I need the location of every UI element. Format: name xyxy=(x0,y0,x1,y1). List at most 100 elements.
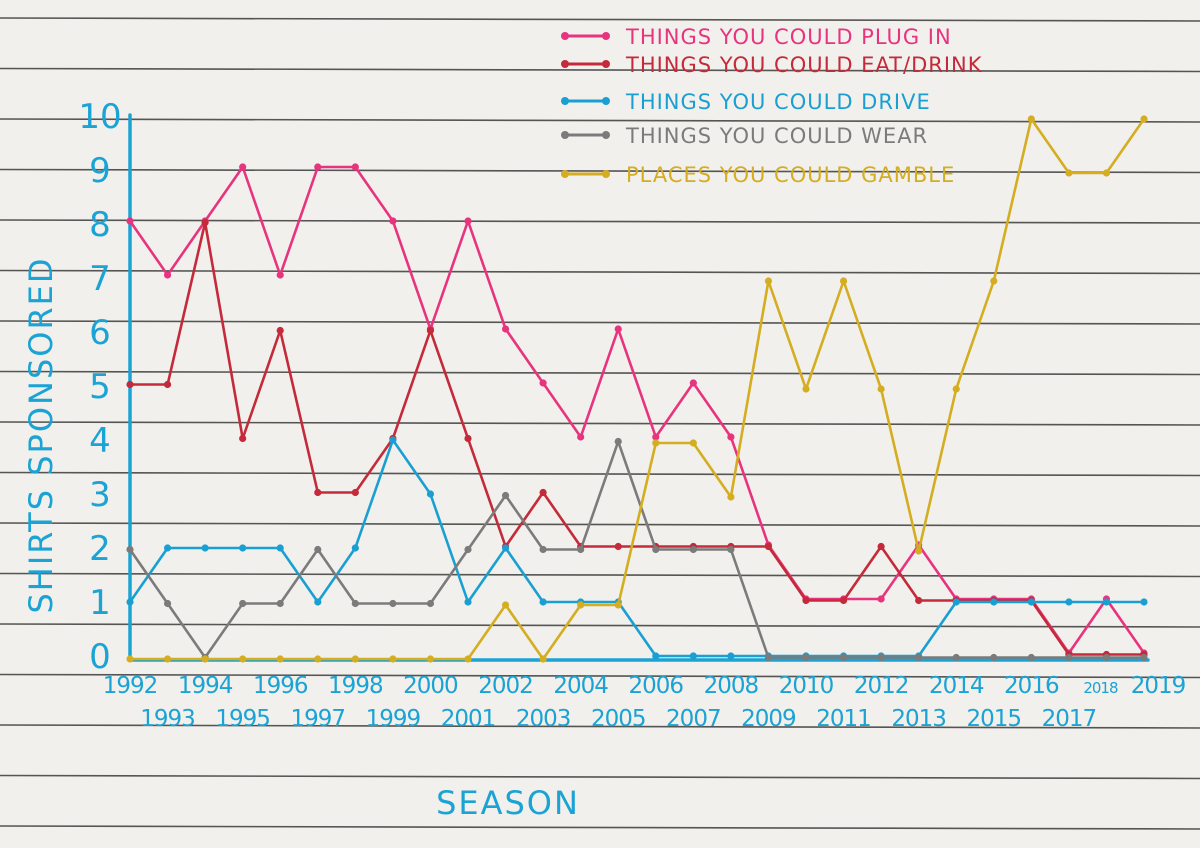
data-point xyxy=(351,488,359,497)
data-point xyxy=(652,439,660,447)
series-things-you-could-wear xyxy=(126,437,1148,662)
data-point xyxy=(1065,598,1073,606)
data-point xyxy=(689,379,697,387)
data-point xyxy=(426,490,435,498)
x-tick-label: 2018 xyxy=(1083,679,1118,697)
data-point xyxy=(464,598,472,606)
data-point xyxy=(727,545,735,554)
x-tick-label: 1996 xyxy=(253,673,308,699)
x-tick-label: 2019 xyxy=(1131,673,1186,699)
data-point xyxy=(990,277,998,285)
data-point xyxy=(952,653,960,662)
data-point xyxy=(163,380,172,389)
data-point xyxy=(163,655,172,663)
legend-label: THINGS YOU COULD PLUG IN xyxy=(625,25,952,49)
ruled-line xyxy=(0,623,1200,628)
ruled-line xyxy=(0,168,1200,174)
x-tick-label: 2004 xyxy=(553,673,608,699)
data-point xyxy=(802,385,810,393)
data-point xyxy=(764,542,773,551)
chart-series xyxy=(126,115,1148,663)
data-point xyxy=(389,217,397,225)
legend-item: PLACES YOU COULD GAMBLE xyxy=(561,163,955,187)
data-point xyxy=(1065,653,1073,662)
y-tick-label: 2 xyxy=(89,529,111,569)
legend-item: THINGS YOU COULD EAT/DRINK xyxy=(561,53,982,77)
data-point xyxy=(727,493,735,501)
x-tick-label: 2017 xyxy=(1042,706,1097,732)
data-point xyxy=(1027,115,1035,123)
data-point xyxy=(351,163,359,171)
data-point xyxy=(877,542,885,551)
data-point xyxy=(314,655,322,663)
x-tick-label: 2016 xyxy=(1004,673,1059,699)
data-point xyxy=(1140,653,1148,662)
data-point xyxy=(577,601,585,609)
data-point xyxy=(614,601,622,609)
series-things-you-could-plug-in xyxy=(126,163,1148,657)
data-point xyxy=(915,547,923,555)
data-point xyxy=(614,325,622,333)
data-point xyxy=(539,598,547,606)
data-point xyxy=(426,599,435,608)
data-point xyxy=(802,653,810,662)
data-point xyxy=(464,217,472,225)
legend-swatch-point xyxy=(602,60,610,68)
ruled-line xyxy=(0,673,1200,679)
data-point xyxy=(426,655,435,663)
data-point xyxy=(126,380,134,389)
x-tick-label: 2011 xyxy=(816,706,871,732)
series-places-you-could-gamble xyxy=(126,115,1148,663)
data-point xyxy=(689,545,697,554)
data-point xyxy=(201,655,209,663)
data-point xyxy=(163,544,172,552)
data-point xyxy=(276,326,284,335)
data-point xyxy=(464,434,472,443)
data-point xyxy=(839,653,848,662)
data-point xyxy=(727,652,735,660)
y-tick-label: 10 xyxy=(78,97,121,137)
x-tick-label: 1993 xyxy=(140,706,195,732)
data-point xyxy=(501,325,510,333)
ruled-line xyxy=(0,774,1200,780)
y-tick-label: 5 xyxy=(89,367,111,407)
data-point xyxy=(126,655,134,663)
x-tick-label: 2012 xyxy=(854,673,909,699)
data-point xyxy=(351,599,359,608)
y-axis-title: SHIRTS SPONSORED xyxy=(22,256,60,613)
data-point xyxy=(351,544,359,552)
ruled-line xyxy=(0,17,1200,22)
legend-swatch-point xyxy=(561,97,569,105)
data-point xyxy=(276,544,284,552)
data-point xyxy=(727,433,735,441)
data-point xyxy=(1140,598,1148,606)
data-point xyxy=(539,379,547,387)
data-point xyxy=(652,652,660,660)
data-point xyxy=(652,545,660,554)
series-line-things-you-could-wear xyxy=(128,440,1146,659)
series-line-things-you-could-plug-in xyxy=(128,165,1146,655)
data-point xyxy=(1140,115,1148,123)
data-point xyxy=(764,277,773,285)
x-tick-label: 2013 xyxy=(891,706,946,732)
y-tick-label: 0 xyxy=(89,637,111,677)
ruled-line xyxy=(0,471,1200,477)
legend-swatch-point xyxy=(561,170,569,178)
ruled-line xyxy=(0,269,1200,275)
data-point xyxy=(689,439,697,447)
data-point xyxy=(239,599,247,608)
data-point xyxy=(314,598,322,606)
data-point xyxy=(915,653,923,662)
data-point xyxy=(501,601,510,609)
legend-label: PLACES YOU COULD GAMBLE xyxy=(626,163,955,187)
ruled-line xyxy=(0,67,1200,73)
x-tick-label: 2005 xyxy=(591,706,646,732)
y-tick-label: 7 xyxy=(89,259,111,299)
y-tick-label: 9 xyxy=(89,151,111,191)
ruled-line xyxy=(0,320,1200,325)
data-point xyxy=(276,599,284,608)
data-point xyxy=(802,596,810,605)
data-point xyxy=(990,653,998,662)
data-point xyxy=(614,437,622,446)
x-tick-label: 1992 xyxy=(103,673,158,699)
